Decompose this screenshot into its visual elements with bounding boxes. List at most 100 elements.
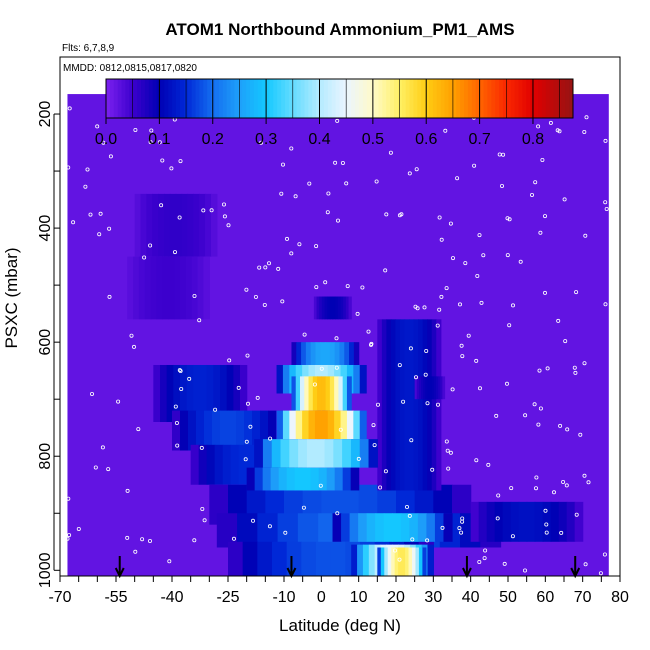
y-tick-label: 400 — [37, 215, 54, 242]
colorbar: 0.0 0.1 0.2 0.3 0.4 0.5 0.6 0.7 0.8 — [95, 78, 574, 148]
sample-marker — [425, 401, 430, 406]
sample-marker — [202, 518, 207, 523]
sample-marker — [397, 557, 402, 562]
sample-marker — [71, 220, 76, 225]
sample-marker — [67, 533, 72, 538]
sample-marker — [574, 512, 579, 517]
sample-marker — [248, 424, 253, 429]
sample-marker — [244, 439, 249, 444]
sample-marker — [266, 261, 271, 266]
dates-note: MMDD: 0812,0815,0817,0820 — [63, 63, 197, 74]
heatmap-cell-8 — [470, 501, 584, 542]
sample-marker — [552, 490, 557, 495]
sample-marker — [430, 467, 435, 472]
sample-marker — [424, 348, 429, 353]
sample-marker — [538, 230, 543, 235]
sample-marker — [459, 343, 464, 348]
sample-marker — [177, 368, 182, 373]
sample-marker — [444, 286, 449, 291]
sample-marker — [131, 344, 136, 349]
sample-marker — [565, 427, 570, 432]
x-tick-label: 80 — [611, 589, 629, 606]
sample-marker — [65, 536, 70, 541]
heatmap-cell-15 — [254, 439, 378, 468]
sample-marker — [501, 152, 506, 157]
sample-marker — [345, 284, 350, 289]
sample-marker — [340, 160, 345, 165]
sample-marker — [129, 333, 134, 338]
sample-marker — [108, 154, 113, 159]
sample-marker — [401, 399, 406, 404]
sample-marker — [404, 504, 409, 509]
sample-marker — [583, 233, 588, 238]
sample-marker — [159, 203, 164, 208]
sample-marker — [175, 443, 180, 448]
sample-marker — [545, 366, 550, 371]
sample-marker — [602, 552, 607, 557]
sample-marker — [209, 208, 214, 213]
sample-marker — [534, 486, 539, 491]
sample-marker — [369, 341, 374, 346]
sample-marker — [360, 285, 365, 290]
colorbar-tick-label: 0.3 — [255, 131, 277, 148]
sample-marker — [334, 336, 339, 341]
sample-marker — [167, 559, 172, 564]
sample-marker — [383, 268, 388, 273]
heatmap-cell-10 — [377, 319, 442, 491]
sample-marker — [603, 302, 608, 307]
sample-marker — [499, 183, 504, 188]
sample-marker — [174, 420, 179, 425]
sample-marker — [335, 511, 340, 516]
sample-marker — [83, 184, 88, 189]
sample-marker — [302, 332, 307, 337]
heatmap-cell-17 — [332, 513, 453, 542]
sample-marker — [399, 212, 404, 217]
heatmap-cell-9 — [313, 296, 352, 320]
sample-marker — [67, 106, 72, 111]
sample-marker — [133, 127, 138, 132]
sample-marker — [245, 401, 250, 406]
sample-marker — [413, 375, 418, 380]
sample-marker — [534, 475, 539, 480]
sample-marker — [250, 518, 255, 523]
sample-marker — [259, 140, 264, 145]
x-tick-label: -10 — [272, 589, 295, 606]
sample-marker — [463, 261, 468, 266]
x-tick-label: 40 — [462, 589, 480, 606]
sample-marker — [472, 163, 477, 168]
sample-marker — [466, 333, 471, 338]
sample-marker — [397, 363, 402, 368]
sample-marker — [582, 361, 587, 366]
colorbar-tick-label: 0.0 — [95, 131, 117, 148]
sample-marker — [366, 329, 371, 334]
sample-marker — [507, 323, 512, 328]
x-tick-label: -25 — [216, 589, 239, 606]
sample-marker — [408, 346, 413, 351]
sample-marker — [460, 354, 465, 359]
sample-marker — [504, 381, 509, 386]
sample-marker — [355, 311, 360, 316]
sample-marker — [457, 302, 462, 307]
sample-marker — [425, 538, 430, 543]
sample-marker — [584, 115, 589, 120]
sample-marker — [544, 522, 549, 527]
sample-marker — [481, 253, 486, 258]
sample-marker — [543, 214, 548, 219]
sample-marker — [392, 548, 397, 553]
sample-marker — [558, 423, 563, 428]
sample-marker — [314, 244, 319, 249]
sample-marker — [371, 423, 376, 428]
colorbar-tick-label: 0.4 — [308, 131, 330, 148]
sample-marker — [523, 568, 528, 573]
sample-marker — [540, 157, 545, 162]
sample-marker — [450, 387, 455, 392]
sample-marker — [564, 483, 569, 488]
y-tick-label: 200 — [37, 101, 54, 128]
sample-marker — [95, 124, 100, 129]
sample-marker — [335, 118, 340, 123]
sample-marker — [543, 508, 548, 513]
x-axis: -70 -55 -40 -25 -10 0 10 20 30 40 50 60 70 80 — [48, 576, 629, 606]
sample-marker — [474, 358, 479, 363]
sample-marker — [276, 266, 281, 271]
x-tick-label: -70 — [48, 589, 71, 606]
